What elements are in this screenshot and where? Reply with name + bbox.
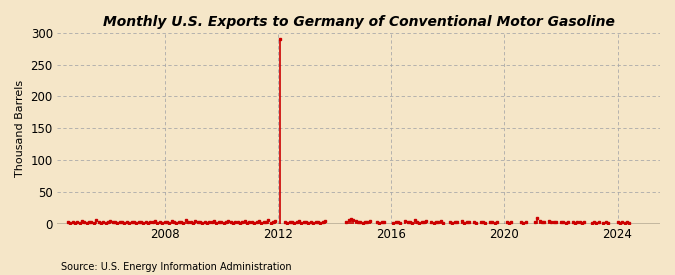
Title: Monthly U.S. Exports to Germany of Conventional Motor Gasoline: Monthly U.S. Exports to Germany of Conve… [103, 15, 614, 29]
Text: Source: U.S. Energy Information Administration: Source: U.S. Energy Information Administ… [61, 262, 292, 272]
Y-axis label: Thousand Barrels: Thousand Barrels [15, 80, 25, 177]
